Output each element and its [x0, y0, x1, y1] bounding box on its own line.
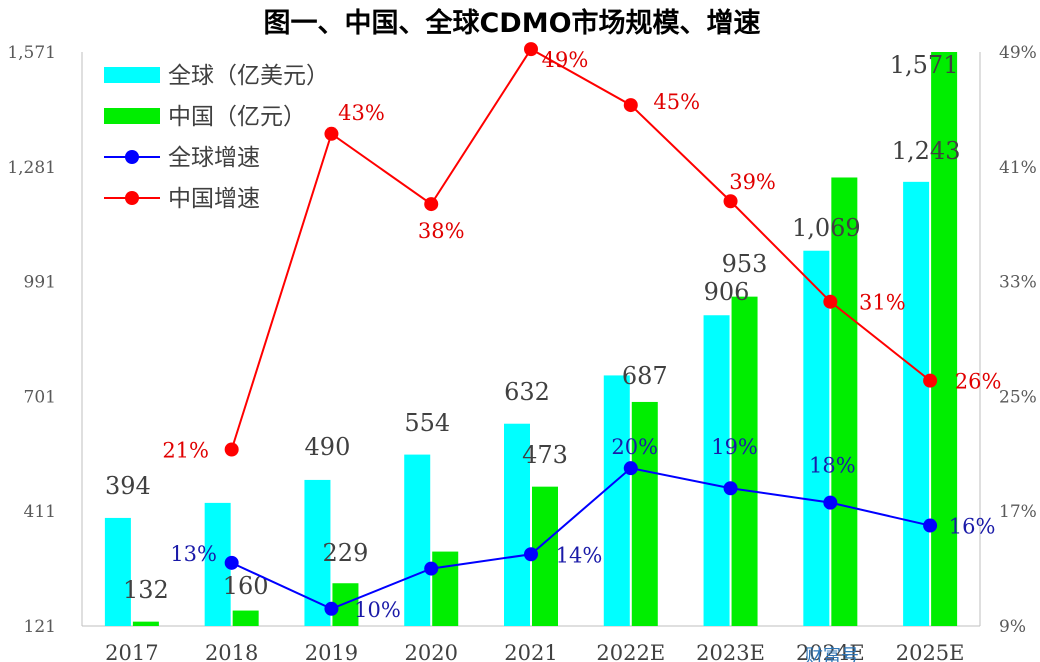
- china-growth-marker: [923, 373, 938, 388]
- china-growth-label: 38%: [418, 219, 465, 243]
- x-tick-label: 2017: [105, 641, 158, 662]
- global-growth-label: 14%: [556, 543, 603, 567]
- bar-global: [404, 454, 431, 626]
- plot-area: 121 411 701 991 1,281 1,571 9% 17% 25% 33% 41% 49% 2…: [7, 42, 1037, 662]
- bar-label-china: 132: [123, 576, 169, 604]
- bar-china: [831, 177, 858, 626]
- bar-label-global: 394: [105, 472, 151, 500]
- right-tick-label: 25%: [999, 387, 1037, 407]
- china-growth-marker: [224, 442, 239, 457]
- bar-china: [631, 401, 658, 626]
- bar-china: [132, 621, 159, 626]
- bar-china: [432, 551, 459, 626]
- bar-label-china: 473: [522, 441, 568, 469]
- global-growth-line: [231, 467, 931, 610]
- x-tick-label: 2019: [305, 641, 358, 662]
- global-growth-label: 19%: [711, 435, 758, 459]
- global-growth-marker: [823, 495, 838, 510]
- bar-label-global: 1,243: [892, 137, 961, 165]
- x-tick-label: 2023E: [696, 641, 765, 662]
- china-growth-label: 31%: [859, 291, 906, 315]
- global-growth-marker: [723, 481, 738, 496]
- china-growth-label: 43%: [338, 101, 385, 125]
- bar-china: [731, 296, 758, 626]
- china-growth-label: 26%: [955, 370, 1002, 394]
- x-tick-label: 2021: [504, 641, 557, 662]
- x-tick-label: 2024E: [796, 641, 865, 662]
- bar-label-global: 906: [704, 278, 750, 306]
- left-tick-label: 991: [24, 273, 56, 293]
- china-growth-label: 21%: [162, 438, 209, 462]
- bar-china: [232, 610, 259, 626]
- legend-label-global: 全球（亿美元）: [168, 63, 329, 89]
- bar-global: [903, 181, 930, 626]
- left-tick-label: 411: [24, 502, 56, 522]
- legend-marker-china-growth: [125, 191, 139, 205]
- right-tick-label: 33%: [999, 273, 1037, 293]
- left-tick-label: 1,571: [7, 43, 56, 63]
- right-tick-label: 49%: [999, 43, 1037, 63]
- bar-label-china: 687: [622, 362, 668, 390]
- legend-marker-global-growth: [125, 150, 139, 164]
- bar-label-global: 1,069: [792, 214, 861, 242]
- chart-title: 图一、中国、全球CDMO市场规模、增速: [263, 7, 760, 39]
- global-growth-marker: [224, 555, 239, 570]
- bar-global: [803, 250, 830, 626]
- bar-label-global: 490: [305, 433, 351, 461]
- china-growth-marker: [424, 197, 439, 212]
- legend-label-global-growth: 全球增速: [168, 145, 260, 171]
- x-tick-label: 2022E: [596, 641, 665, 662]
- left-tick-label: 1,281: [7, 158, 56, 178]
- right-tick-label: 41%: [999, 158, 1037, 178]
- left-tick-label: 701: [24, 387, 56, 407]
- right-tick-label: 17%: [999, 502, 1037, 522]
- bar-label-china: 1,571: [890, 51, 959, 79]
- bar-global: [703, 315, 730, 626]
- global-growth-marker: [424, 561, 439, 576]
- china-growth-marker: [524, 42, 538, 57]
- global-growth-marker: [623, 461, 638, 476]
- china-growth-label: 45%: [653, 90, 700, 114]
- global-growth-marker: [923, 518, 938, 533]
- global-growth-label: 16%: [949, 515, 996, 539]
- bar-label-global: 632: [504, 378, 550, 406]
- watermark: 财富号: [805, 646, 859, 662]
- global-growth-marker: [324, 601, 339, 616]
- bar-label-china: 953: [722, 250, 768, 278]
- china-growth-marker: [324, 126, 339, 141]
- x-tick-label: 2020: [404, 641, 457, 662]
- bar-china: [931, 52, 958, 626]
- china-growth-label: 49%: [542, 48, 589, 72]
- bar-global: [104, 517, 131, 626]
- global-growth-label: 20%: [611, 435, 658, 459]
- china-growth-marker: [723, 194, 738, 209]
- bar-label-global: 554: [404, 409, 450, 437]
- china-growth-line: [230, 47, 931, 450]
- bar-global: [504, 423, 530, 626]
- x-tick-label: 2018: [205, 641, 258, 662]
- bar-global: [603, 375, 630, 626]
- china-growth-marker: [823, 294, 838, 309]
- right-tick-label: 9%: [999, 617, 1026, 637]
- legend-label-china: 中国（亿元）: [168, 104, 306, 130]
- global-growth-label: 10%: [354, 598, 401, 622]
- x-tick-label: 2025E: [896, 641, 965, 662]
- legend-swatch-global: [104, 67, 160, 83]
- legend-label-china-growth: 中国增速: [168, 186, 260, 212]
- china-growth-marker: [623, 98, 638, 113]
- global-growth-label: 18%: [809, 454, 856, 478]
- global-growth-label: 13%: [170, 542, 217, 566]
- china-growth-label: 39%: [729, 170, 776, 194]
- bar-label-china: 229: [323, 539, 369, 567]
- global-growth-marker: [524, 547, 538, 562]
- left-tick-label: 121: [24, 617, 56, 637]
- legend-swatch-china: [104, 108, 160, 124]
